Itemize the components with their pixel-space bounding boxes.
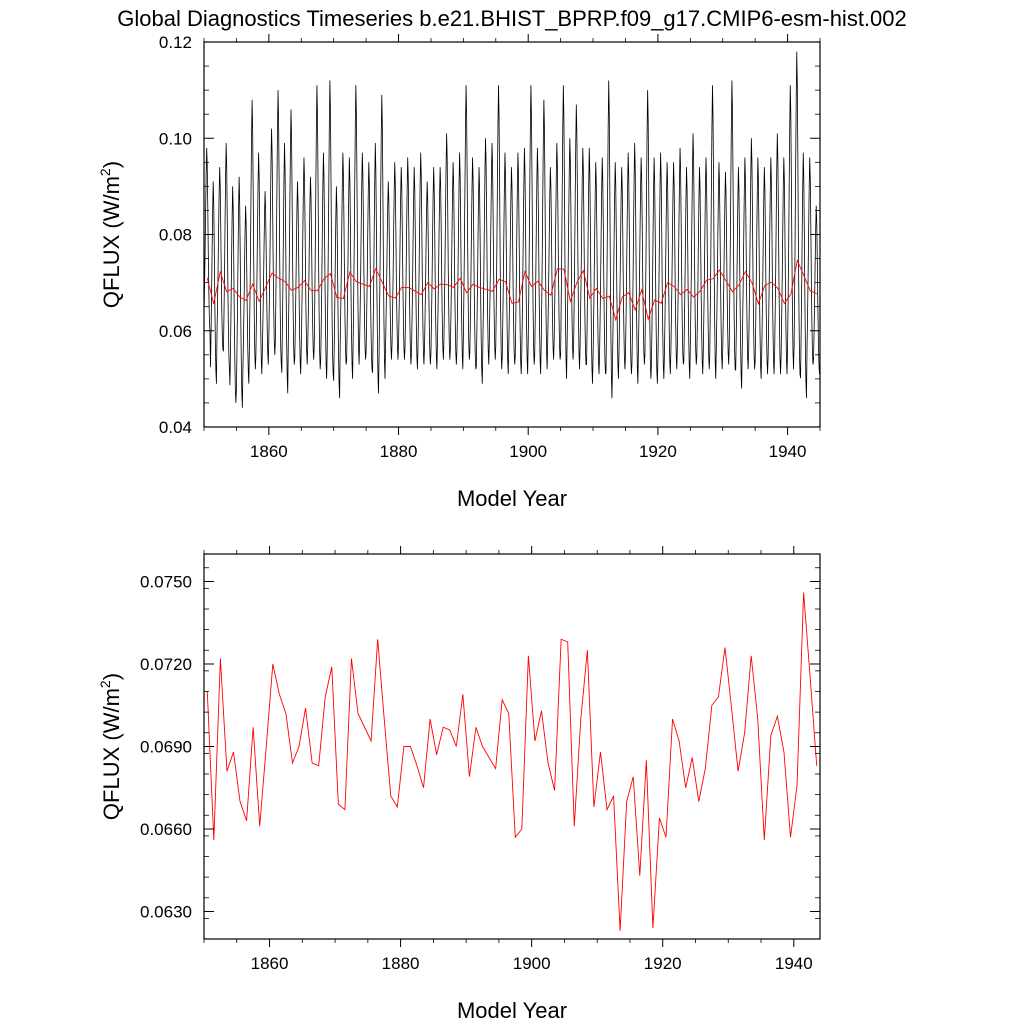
bottom-y-tick-label: 0.0750 <box>140 573 192 592</box>
bottom-y-axis-label-tail: ) <box>99 673 124 680</box>
top-x-tick-label: 1880 <box>380 442 418 461</box>
top-series-monthly-line <box>204 51 820 408</box>
bottom-y-axis-label-base: QFLUX (W/m <box>99 688 124 820</box>
top-x-tick-label: 1900 <box>509 442 547 461</box>
bottom-panel: 1860 1880 1900 1920 1940 0.0630 0.0660 0.0690 0.… <box>97 546 821 1024</box>
top-y-tick-label: 0.04 <box>159 418 192 437</box>
bottom-series-layer <box>206 592 818 931</box>
top-y-tick-label: 0.12 <box>159 33 192 52</box>
top-axes <box>203 34 821 435</box>
top-labels: 1860 1880 1900 1920 1940 0.04 0.06 0.08 0.10 0.12… <box>97 33 806 511</box>
top-y-axis-label-tail: ) <box>99 161 124 168</box>
bottom-y-axis-label: QFLUX (W/m2) <box>97 673 124 820</box>
bottom-labels: 1860 1880 1900 1920 1940 0.0630 0.0660 0.0690 0.… <box>97 573 813 1024</box>
bottom-y-tick-label: 0.0630 <box>140 903 192 922</box>
bottom-x-tick-label: 1920 <box>644 954 682 973</box>
bottom-x-tick-label: 1860 <box>251 954 289 973</box>
top-series-layer <box>204 51 820 408</box>
top-y-axis-label-sup: 2 <box>97 168 113 176</box>
top-x-tick-label: 1920 <box>639 442 677 461</box>
top-x-tick-label: 1940 <box>769 442 807 461</box>
top-y-tick-label: 0.10 <box>159 129 192 148</box>
top-x-tick-label: 1860 <box>250 442 288 461</box>
bottom-y-tick-label: 0.0720 <box>140 655 192 674</box>
bottom-x-tick-label: 1940 <box>775 954 813 973</box>
bottom-x-tick-label: 1880 <box>382 954 420 973</box>
top-y-axis-label: QFLUX (W/m2) <box>97 161 124 308</box>
top-series-annual-line <box>206 258 817 322</box>
bottom-y-axis-label-sup: 2 <box>97 680 113 688</box>
bottom-axes <box>203 546 821 947</box>
figure-title: Global Diagnostics Timeseries b.e21.BHIS… <box>117 6 907 31</box>
top-y-tick-label: 0.08 <box>159 226 192 245</box>
top-x-axis-label: Model Year <box>457 486 567 511</box>
top-y-axis-label-base: QFLUX (W/m <box>99 176 124 308</box>
bottom-y-tick-label: 0.0660 <box>140 820 192 839</box>
top-y-tick-label: 0.06 <box>159 322 192 341</box>
bottom-y-tick-label: 0.0690 <box>140 738 192 757</box>
bottom-x-axis-label: Model Year <box>457 998 567 1023</box>
bottom-x-tick-label: 1900 <box>513 954 551 973</box>
top-panel: 1860 1880 1900 1920 1940 0.04 0.06 0.08 0.10 0.12… <box>97 33 821 511</box>
bottom-series-annual-line <box>206 592 818 931</box>
